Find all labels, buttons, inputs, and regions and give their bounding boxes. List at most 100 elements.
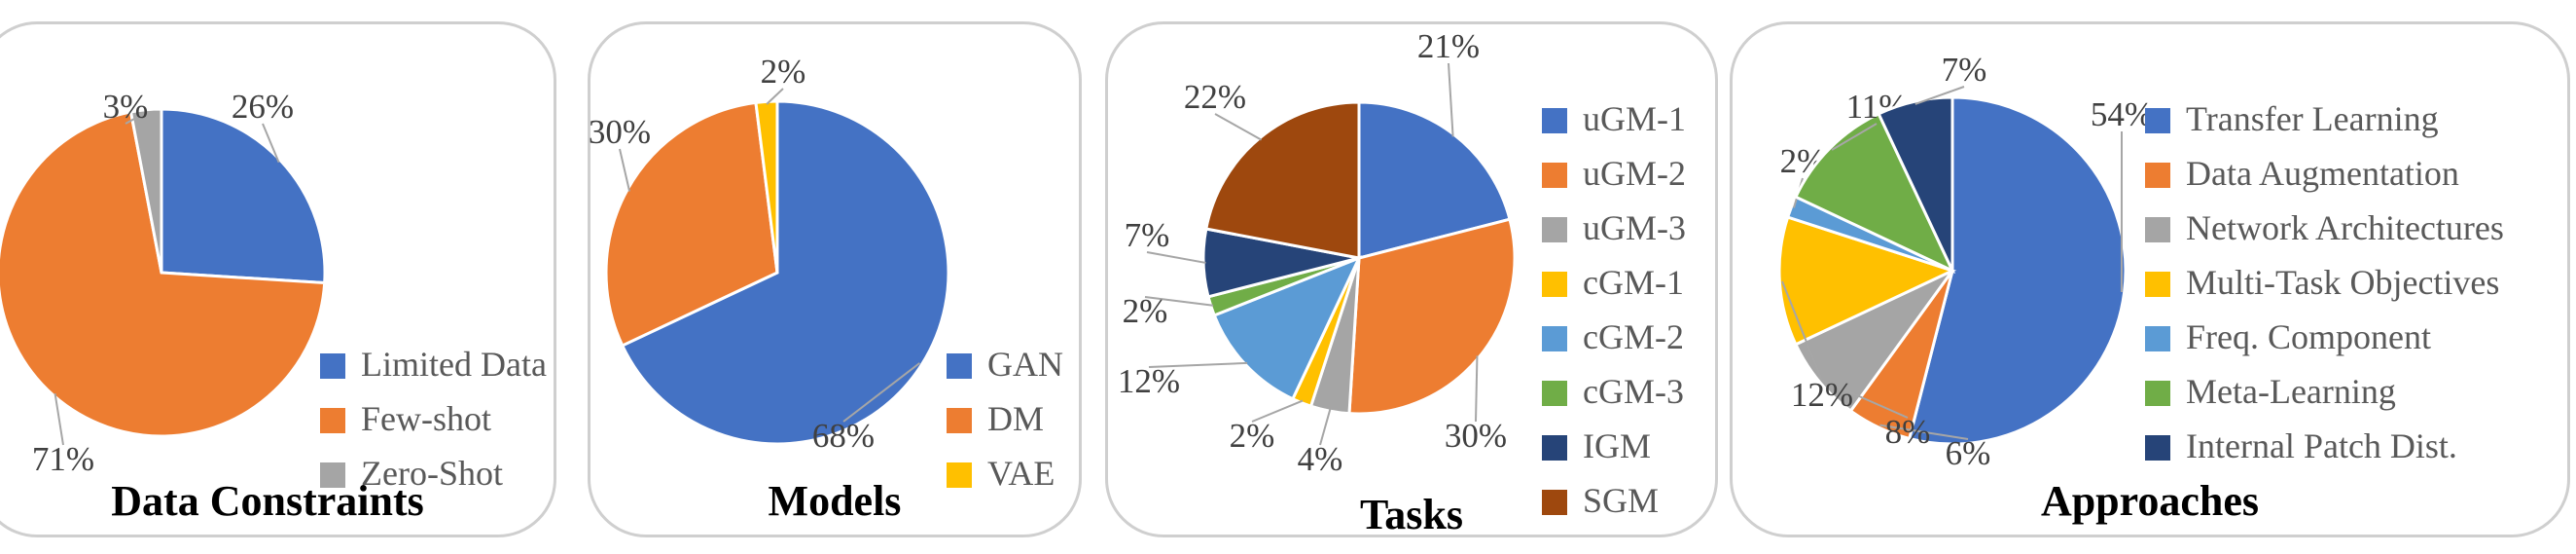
legend-label: SGM: [1583, 481, 1660, 520]
leader-line: [1144, 296, 1214, 307]
pie-chart-tasks: 21% 30% 4% 2% 12% 2% 7% 22%: [1118, 27, 1517, 478]
legend-label: cGM-3: [1583, 372, 1684, 411]
legend-label: cGM-1: [1583, 263, 1684, 302]
legend-swatch: [2145, 217, 2170, 242]
legend-swatch: [1542, 163, 1567, 188]
leader-line: [619, 148, 631, 192]
data-label: 4%: [1298, 440, 1343, 478]
legend-swatch: [947, 408, 972, 433]
data-label: 6%: [1946, 434, 1991, 472]
leader-line: [1820, 378, 1909, 419]
pie-slice-network-architectures: [1793, 269, 1954, 414]
legend-label: Freq. Component: [2186, 317, 2431, 356]
pie-chart-data-constraints: 26% 71% 3%: [0, 88, 327, 478]
leader-line: [1319, 408, 1332, 446]
leader-line: [766, 88, 784, 105]
panel-tasks: 21% 30% 4% 2% 12% 2% 7% 22% uGM-1 uGM-2 uGM-3 cGM-…: [1105, 21, 1718, 537]
legend-swatch: [320, 408, 345, 433]
data-label: 71%: [32, 440, 94, 478]
legend-label: Limited Data: [361, 345, 547, 384]
data-label: 12%: [1118, 362, 1180, 400]
pie-slice-limited-data: [160, 107, 327, 285]
data-label: 3%: [103, 88, 149, 126]
pie-chart-models: 68% 30% 2%: [589, 53, 950, 455]
data-label: 30%: [1445, 417, 1507, 455]
leader-line: [1448, 62, 1454, 137]
pie-slice-few-shot: [0, 110, 327, 438]
data-label: 26%: [232, 88, 294, 126]
data-label: 68%: [812, 417, 875, 455]
leader-line: [54, 392, 64, 446]
legend-swatch: [2145, 381, 2170, 406]
legend-label: DM: [987, 399, 1045, 438]
legend-swatch: [2145, 108, 2170, 133]
legend-label: Transfer Learning: [2186, 99, 2439, 138]
data-label: 7%: [1125, 216, 1170, 254]
leader-line: [1214, 113, 1263, 141]
legend-swatch: [320, 353, 345, 379]
data-label: 7%: [1942, 51, 1987, 89]
pie-slice-zero-shot: [128, 107, 163, 274]
pie-slice-transfer-learning: [1907, 95, 2128, 446]
pie-slice-ugm-1: [1357, 100, 1512, 260]
leader-line: [1781, 280, 1823, 382]
legend-swatch: [320, 462, 345, 488]
legend-swatch: [947, 462, 972, 488]
pie-slice-multi-task-objectives: [1777, 215, 1957, 347]
leader-line: [1148, 361, 1248, 368]
legend-label: uGM-3: [1583, 208, 1686, 247]
chart-title-approaches: Approaches: [2040, 477, 2260, 525]
legend-swatch: [1542, 217, 1567, 242]
chart-title-tasks: Tasks: [1359, 491, 1464, 538]
chart-title-data-constraints: Data Constraints: [111, 477, 424, 525]
panel-data-constraints: 26% 71% 3% Limited Data Few-shot Zero-Shot D…: [0, 21, 556, 537]
leader-line: [1879, 424, 1969, 440]
data-label: 2%: [1123, 292, 1168, 330]
legend-label: Internal Patch Dist.: [2186, 426, 2457, 465]
pie-slice-cgm-2: [1212, 255, 1362, 401]
data-label: 21%: [1417, 27, 1480, 65]
pie-slice-meta-learning: [1793, 111, 1956, 275]
data-label: 22%: [1184, 78, 1246, 116]
legend-swatch: [1542, 490, 1567, 515]
legend-label: Data Augmentation: [2186, 154, 2459, 193]
data-label: 2%: [1230, 417, 1275, 455]
leader-line: [1251, 399, 1304, 423]
legend-swatch: [1542, 435, 1567, 461]
legend-swatch: [2145, 435, 2170, 461]
legend-label: VAE: [987, 454, 1055, 493]
data-label: 2%: [761, 53, 806, 91]
pie-slice-gan: [620, 99, 950, 446]
data-label: 30%: [589, 113, 651, 151]
legend-label: uGM-1: [1583, 99, 1686, 138]
data-label: 12%: [1791, 376, 1853, 414]
pie-slice-ugm-2: [1347, 217, 1517, 416]
legend-label: Multi-Task Objectives: [2186, 263, 2500, 302]
legend-swatch: [2145, 272, 2170, 297]
leader-line: [262, 123, 280, 164]
leader-line: [1914, 86, 1965, 105]
pie-slice-sgm: [1204, 100, 1361, 260]
panel-approaches: 54% 6% 8% 12% 2% 11% 7% Transfer Learning Data …: [1730, 21, 2570, 537]
leader-line: [125, 111, 147, 125]
legend-label: Network Architectures: [2186, 208, 2504, 247]
legend-swatch: [947, 353, 972, 379]
legend-label: uGM-2: [1583, 154, 1686, 193]
pie-slice-dm: [604, 100, 779, 348]
pie-slice-internal-patch-dist-: [1877, 95, 1954, 272]
legend-label: Meta-Learning: [2186, 372, 2396, 411]
leader-line: [842, 362, 920, 423]
legend-swatch: [1542, 326, 1567, 351]
legend-label: GAN: [987, 345, 1063, 384]
legend-label: Few-shot: [361, 399, 491, 438]
leader-line: [1475, 355, 1479, 423]
legend-swatch: [1542, 272, 1567, 297]
leader-line: [1146, 251, 1206, 264]
pie-slice-vae: [754, 99, 779, 274]
legend-label: IGM: [1583, 426, 1651, 465]
legend-label: cGM-2: [1583, 317, 1684, 356]
data-label: 54%: [2091, 95, 2153, 133]
data-label: 8%: [1885, 413, 1931, 451]
legend-swatch: [1542, 108, 1567, 133]
legend-swatch: [2145, 326, 2170, 351]
